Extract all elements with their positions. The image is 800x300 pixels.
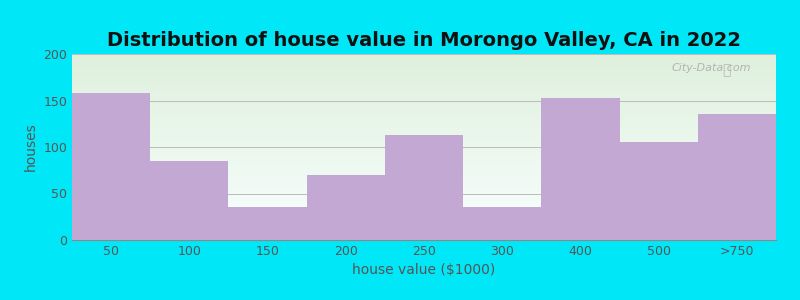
Bar <box>72 93 150 240</box>
Bar <box>229 208 306 240</box>
Bar <box>463 208 542 240</box>
Bar <box>698 115 776 240</box>
Bar <box>385 135 463 240</box>
Bar <box>150 161 229 240</box>
Bar <box>542 98 619 240</box>
Text: ⦾: ⦾ <box>722 63 730 77</box>
Title: Distribution of house value in Morongo Valley, CA in 2022: Distribution of house value in Morongo V… <box>107 31 741 50</box>
X-axis label: house value ($1000): house value ($1000) <box>352 263 496 278</box>
Bar <box>306 175 385 240</box>
Y-axis label: houses: houses <box>24 123 38 171</box>
Text: City-Data.com: City-Data.com <box>672 63 751 73</box>
Bar <box>619 142 698 240</box>
